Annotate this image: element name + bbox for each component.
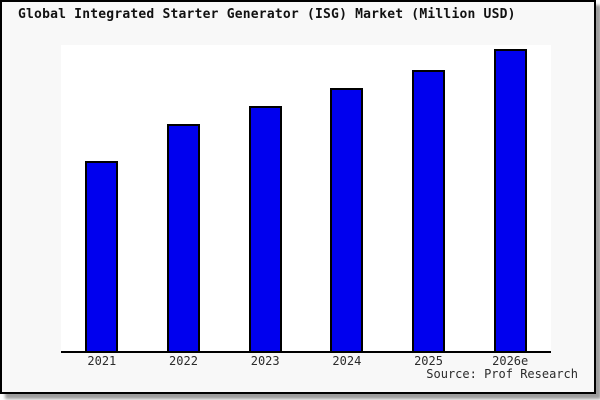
bar-2025 (412, 70, 446, 351)
x-tick-label-2026e: 2026e (492, 354, 529, 368)
source-credit: Source: Prof Research (426, 367, 578, 381)
bar-column-2025 (388, 45, 470, 351)
bar-column-2022 (143, 45, 225, 351)
bars-container (61, 45, 551, 351)
bar-2026e (493, 49, 527, 351)
x-axis-labels: 2021 2022 2023 2024 2025 2026e (61, 354, 551, 368)
x-tick-label-2021: 2021 (87, 354, 117, 368)
chart-title: Global Integrated Starter Generator (ISG… (18, 7, 516, 22)
bar-column-2024 (306, 45, 388, 351)
bar-column-2026e (469, 45, 551, 351)
plot-area (61, 45, 551, 353)
bar-2023 (248, 106, 282, 351)
bar-2021 (85, 161, 119, 351)
x-tick-label-2022: 2022 (169, 354, 198, 368)
bar-column-2021 (61, 45, 143, 351)
x-tick-label-2023: 2023 (250, 354, 280, 368)
x-tick-label-2025: 2025 (414, 354, 443, 368)
chart-frame: Global Integrated Starter Generator (ISG… (0, 0, 596, 394)
bar-2024 (330, 88, 364, 351)
bar-column-2023 (224, 45, 306, 351)
x-tick-label-2024: 2024 (332, 354, 362, 368)
bar-2022 (167, 124, 200, 351)
